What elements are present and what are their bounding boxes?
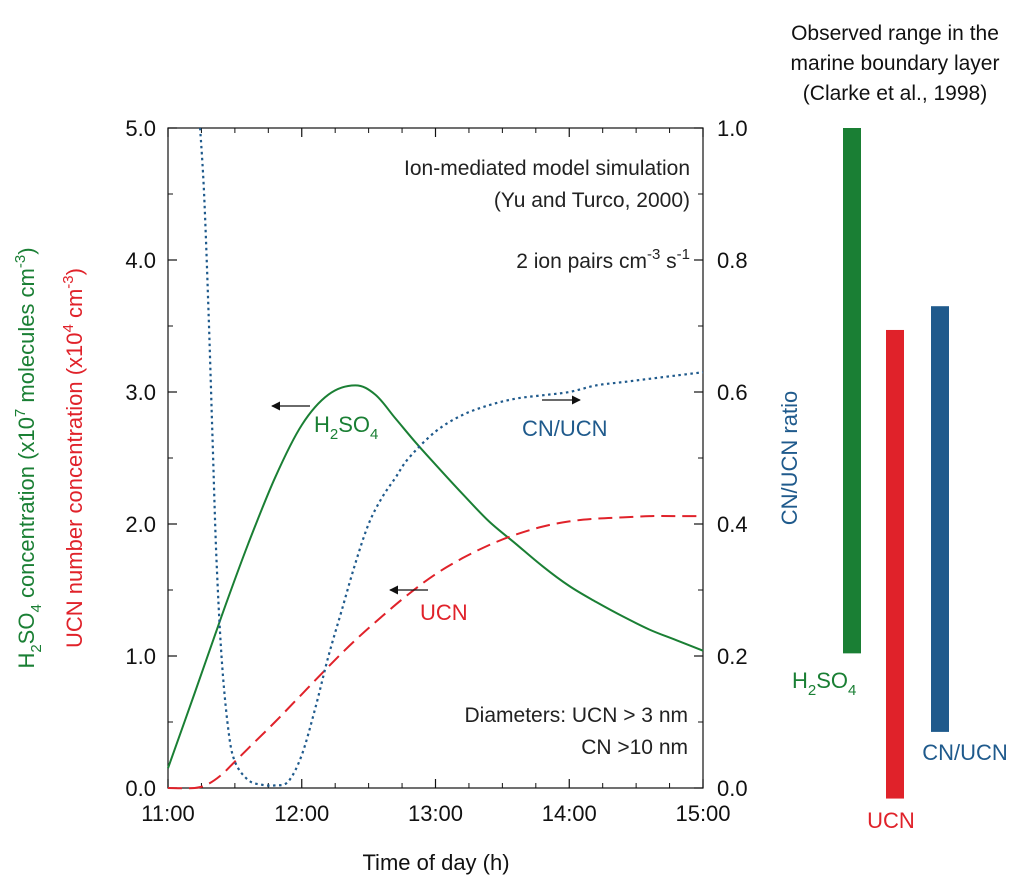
- x-tick-label: 12:00: [274, 801, 329, 826]
- y-axis-label-ucn: UCN number concentration (x104 cm-3): [60, 268, 87, 648]
- h2so4-series-label: H2SO4: [314, 412, 378, 443]
- y-right-tick-label: 1.0: [717, 116, 748, 141]
- observed-range-bars: [843, 128, 949, 799]
- ucn-series-label: UCN: [420, 600, 468, 625]
- range-bar-ucn: [886, 329, 904, 799]
- y-left-tick-label: 4.0: [125, 248, 156, 273]
- y-left-tick-label: 0.0: [125, 776, 156, 801]
- series-line-ucn: [167, 515, 703, 790]
- diameters-line1: Diameters: UCN > 3 nm: [465, 704, 688, 727]
- x-tick-label: 14:00: [542, 801, 597, 826]
- x-tick-label: 15:00: [675, 801, 730, 826]
- y-right-tick-label: 0.2: [717, 644, 748, 669]
- y-axis-label-right: CN/UCN ratio: [777, 391, 802, 525]
- series-layer: [167, 127, 704, 790]
- x-axis-label: Time of day (h): [362, 850, 509, 875]
- x-tick-label: 13:00: [408, 801, 463, 826]
- y-right-tick-label: 0.0: [717, 776, 748, 801]
- series-line-cn-ucn: [199, 127, 704, 787]
- range-label-ucn: UCN: [867, 808, 915, 833]
- ion-rate-label: 2 ion pairs cm-3 s-1: [516, 246, 690, 273]
- range-label-cnucn: CN/UCN: [922, 740, 1008, 765]
- axis-ticks: 11:00 12:00 13:00 14:00 15:000.01.02.03.04.0…: [125, 116, 747, 826]
- y-left-tick-label: 2.0: [125, 512, 156, 537]
- diameters-line2: CN >10 nm: [581, 736, 688, 759]
- y-right-tick-label: 0.6: [717, 380, 748, 405]
- y-axis-label-h2so4: H2SO4 concentration (x107 molecules cm-3…: [12, 247, 45, 668]
- model-title-line1: Ion-mediated model simulation: [404, 157, 690, 180]
- plot-frame: [167, 127, 704, 789]
- range-bar-cn-ucn: [931, 306, 949, 732]
- y-right-tick-label: 0.4: [717, 512, 748, 537]
- y-right-tick-label: 0.8: [717, 248, 748, 273]
- y-left-tick-label: 1.0: [125, 644, 156, 669]
- model-title-line2: (Yu and Turco, 2000): [494, 189, 690, 212]
- observed-title-line1: Observed range in the: [791, 22, 999, 45]
- y-left-tick-label: 5.0: [125, 116, 156, 141]
- range-bar-h2so4: [843, 128, 861, 654]
- x-tick-label: 11:00: [141, 801, 194, 826]
- range-label-h2so4: H2SO4: [792, 668, 856, 699]
- observed-title-line3: (Clarke et al., 1998): [803, 82, 987, 105]
- cnucn-series-label: CN/UCN: [522, 416, 608, 441]
- y-left-tick-label: 3.0: [125, 380, 156, 405]
- observed-title-line2: marine boundary layer: [791, 52, 1000, 75]
